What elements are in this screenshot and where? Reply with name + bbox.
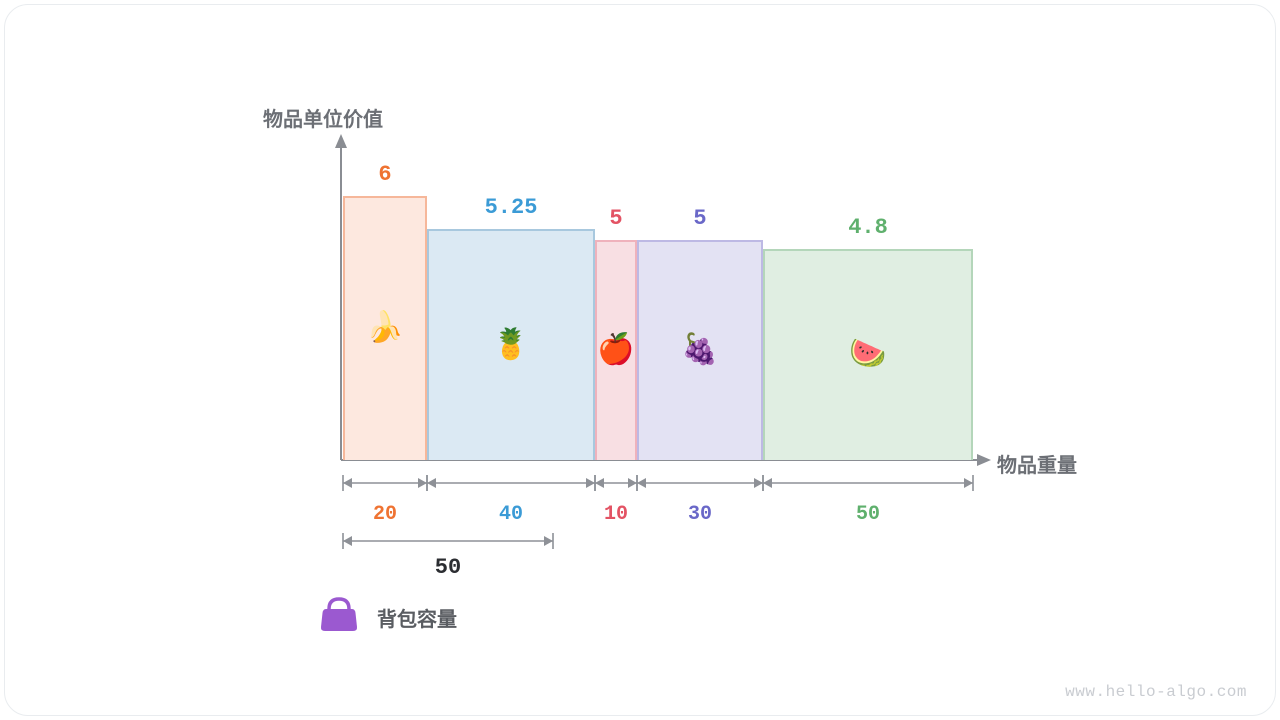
chart-area: 物品单位价值 物品重量 6🍌205.25🍍405🍎105🍇304.8🍉50 50… <box>5 5 1277 717</box>
watermark-text: www.hello-algo.com <box>1065 683 1247 701</box>
weight-brackets-svg <box>5 5 1277 717</box>
card-frame: 物品单位价值 物品重量 6🍌205.25🍍405🍎105🍇304.8🍉50 50… <box>4 4 1276 716</box>
knapsack-capacity-value: 50 <box>343 555 553 580</box>
handbag-icon <box>319 593 359 633</box>
knapsack-capacity-label: 背包容量 <box>377 603 457 633</box>
